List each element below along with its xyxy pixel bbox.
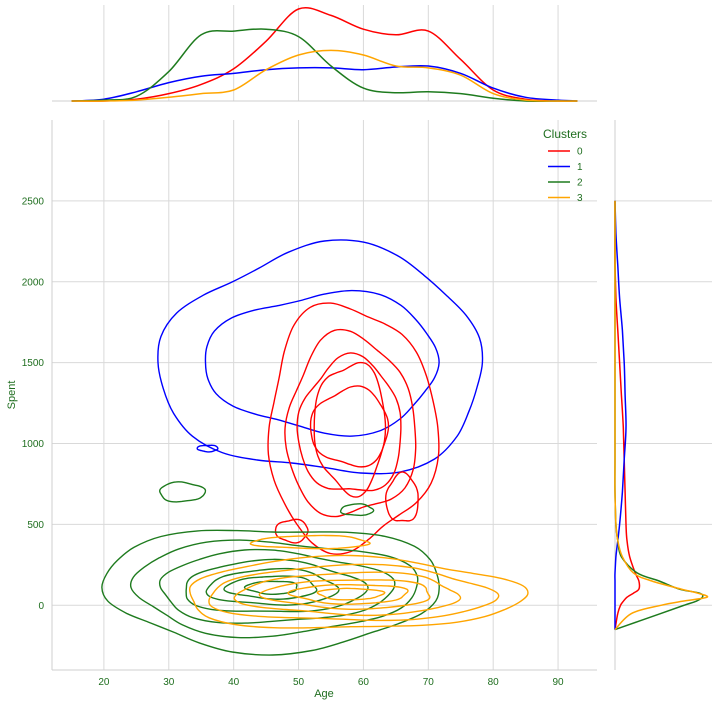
right-marginal-axes [614, 120, 712, 670]
right-marginal-curve-cluster-3 [614, 200, 709, 631]
right-marginal-curve-cluster-1 [614, 200, 627, 630]
legend: Clusters 0 1 2 3 [543, 127, 587, 204]
x-tick-label: 20 [98, 677, 110, 688]
x-tick-label: 90 [553, 677, 565, 688]
y-tick-label: 1500 [22, 358, 45, 369]
x-tick-label: 30 [163, 677, 175, 688]
contour-cluster-1 [204, 289, 440, 437]
x-tick-labels: 20 30 40 50 60 70 80 90 [98, 677, 564, 688]
y-tick-label: 500 [27, 520, 44, 531]
contour-cluster-0 [384, 471, 419, 522]
contour-cluster-3 [233, 571, 462, 617]
x-axis-label: Age [314, 688, 334, 700]
legend-label-1: 1 [577, 162, 583, 173]
y-tick-label: 1000 [22, 439, 45, 450]
legend-label-2: 2 [577, 178, 583, 189]
top-marginal-curve-cluster-1 [71, 64, 578, 102]
contour-cluster-0 [296, 352, 402, 492]
contour-cluster-3 [287, 583, 409, 605]
x-tick-label: 50 [293, 677, 305, 688]
top-marginal-curves [71, 6, 578, 102]
x-tick-label: 40 [228, 677, 240, 688]
contour-cluster-2 [159, 481, 207, 503]
y-tick-label: 2500 [22, 196, 45, 207]
contour-cluster-0 [267, 302, 440, 555]
contour-cluster-3 [208, 563, 500, 622]
legend-title: Clusters [543, 127, 587, 141]
contour-cluster-2 [243, 580, 298, 596]
top-marginal-curve-cluster-3 [71, 49, 578, 102]
x-tick-label: 60 [358, 677, 370, 688]
right-marginal-curve-cluster-2 [614, 200, 704, 631]
top-marginal-curve-cluster-2 [71, 28, 578, 102]
top-marginal-grid [103, 5, 559, 101]
y-tick-label: 2000 [22, 277, 45, 288]
contour-cluster-2 [185, 558, 369, 613]
legend-label-0: 0 [577, 147, 583, 158]
contour-cluster-1 [196, 444, 219, 453]
contour-cluster-2 [339, 503, 375, 517]
x-tick-label: 70 [423, 677, 435, 688]
contour-cluster-3 [249, 534, 371, 550]
contour-cluster-2 [205, 567, 340, 606]
x-tick-label: 80 [488, 677, 500, 688]
y-tick-labels: 0 500 1000 1500 2000 2500 [22, 196, 45, 611]
grid [52, 120, 597, 670]
top-marginal-curve-cluster-0 [71, 6, 578, 102]
contour-cluster-2 [158, 548, 396, 624]
legend-label-3: 3 [577, 193, 583, 204]
contour-cluster-3 [258, 579, 431, 611]
contour-layer [101, 239, 529, 656]
y-axis-label: Spent [6, 381, 18, 410]
contour-cluster-0 [309, 385, 390, 468]
contour-cluster-2 [101, 529, 440, 656]
contour-cluster-1 [157, 239, 484, 475]
contour-cluster-2 [129, 539, 419, 639]
contour-cluster-0 [284, 328, 417, 518]
contour-cluster-3 [316, 587, 386, 601]
y-tick-label: 0 [38, 601, 44, 612]
right-marginal-curve-cluster-0 [614, 200, 641, 630]
contour-cluster-0 [313, 361, 387, 498]
contour-cluster-0 [274, 518, 309, 544]
legend-entries: 0 1 2 3 [548, 147, 583, 204]
right-marginal-curves [614, 200, 709, 631]
contour-cluster-3 [188, 554, 529, 629]
right-marginal-grid [615, 200, 712, 606]
top-marginal-axes [52, 5, 597, 102]
